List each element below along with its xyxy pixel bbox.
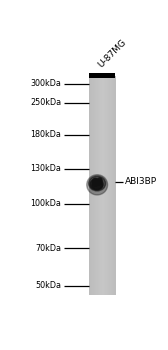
Text: 50kDa: 50kDa <box>35 281 61 290</box>
Text: ABI3BP: ABI3BP <box>125 177 157 186</box>
Text: 250kDa: 250kDa <box>30 98 61 107</box>
Ellipse shape <box>97 178 102 184</box>
Ellipse shape <box>92 178 98 186</box>
Ellipse shape <box>98 180 101 185</box>
Text: 70kDa: 70kDa <box>35 244 61 253</box>
Text: U-87MG: U-87MG <box>97 37 129 69</box>
Ellipse shape <box>94 181 98 186</box>
Text: 100kDa: 100kDa <box>30 199 61 208</box>
Text: 180kDa: 180kDa <box>30 131 61 140</box>
Text: 130kDa: 130kDa <box>30 164 61 173</box>
Ellipse shape <box>87 175 108 195</box>
Ellipse shape <box>92 181 102 190</box>
Text: 300kDa: 300kDa <box>30 79 61 88</box>
Ellipse shape <box>89 176 106 191</box>
Bar <box>89 73 115 78</box>
Ellipse shape <box>90 179 103 190</box>
